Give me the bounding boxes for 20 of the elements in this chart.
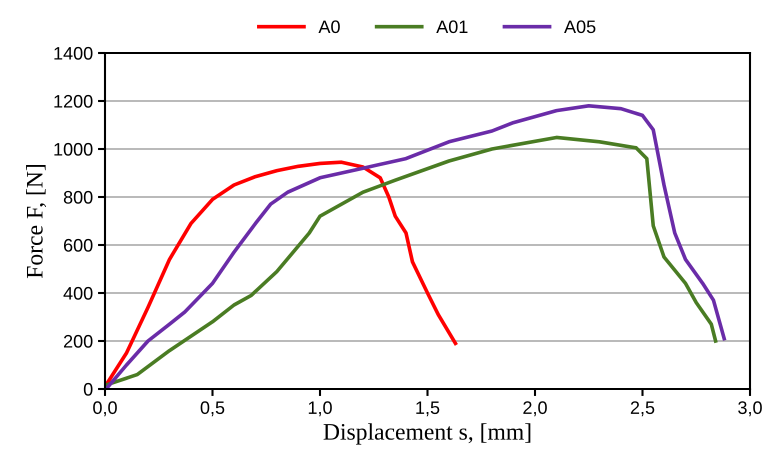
x-tick-label: 1,0 (308, 401, 332, 416)
y-tick-label: 600 (64, 238, 92, 252)
legend-label: A05 (564, 20, 596, 34)
y-axis-title: Force F, [N] (26, 165, 46, 278)
x-axis-title: Displacement s, [mm] (324, 423, 530, 445)
x-tick-label: 3,0 (738, 401, 762, 416)
y-tick-label: 1000 (54, 142, 92, 156)
x-tick-label: 1,5 (416, 401, 440, 416)
x-tick-label: 0,0 (93, 401, 117, 416)
y-tick-label: 800 (64, 190, 92, 204)
legend-label: A01 (436, 20, 468, 34)
y-tick-label: 400 (63, 286, 92, 300)
x-tick-label: 2,5 (630, 401, 654, 416)
x-tick-label: 2,0 (523, 401, 547, 416)
y-tick-label: 1200 (54, 94, 92, 108)
y-tick-label: 0 (84, 382, 92, 396)
x-tick-label: 0,5 (200, 401, 224, 416)
y-tick-label: 1400 (54, 46, 92, 60)
legend-label: A0 (318, 20, 340, 34)
y-tick-label: 200 (64, 334, 92, 348)
